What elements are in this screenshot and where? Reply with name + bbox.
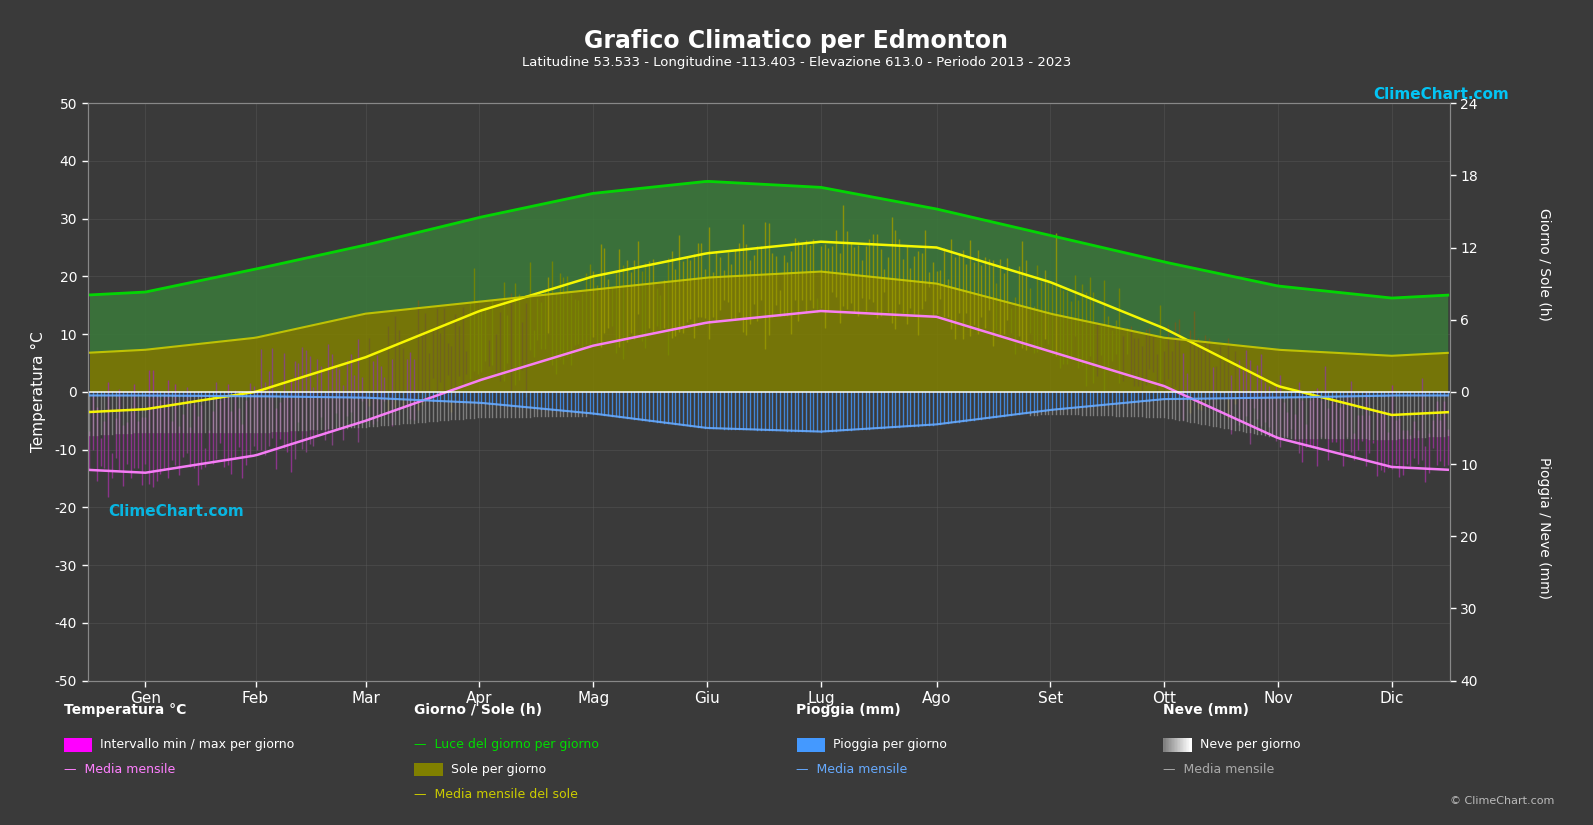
Text: —  Media mensile del sole: — Media mensile del sole bbox=[414, 788, 578, 801]
Text: —  Luce del giorno per giorno: — Luce del giorno per giorno bbox=[414, 738, 599, 752]
Text: —  Media mensile: — Media mensile bbox=[1163, 763, 1274, 776]
Text: Temperatura °C: Temperatura °C bbox=[64, 703, 186, 717]
Text: Pioggia per giorno: Pioggia per giorno bbox=[833, 738, 946, 752]
Text: Giorno / Sole (h): Giorno / Sole (h) bbox=[1537, 208, 1552, 320]
Text: Pioggia / Neve (mm): Pioggia / Neve (mm) bbox=[1537, 457, 1552, 599]
Text: ClimeChart.com: ClimeChart.com bbox=[108, 503, 244, 519]
Text: Latitudine 53.533 - Longitudine -113.403 - Elevazione 613.0 - Periodo 2013 - 202: Latitudine 53.533 - Longitudine -113.403… bbox=[523, 56, 1070, 69]
Text: ClimeChart.com: ClimeChart.com bbox=[1373, 87, 1509, 102]
Text: Neve (mm): Neve (mm) bbox=[1163, 703, 1249, 717]
Text: —  Media mensile: — Media mensile bbox=[796, 763, 908, 776]
Y-axis label: Temperatura °C: Temperatura °C bbox=[32, 332, 46, 452]
Text: Neve per giorno: Neve per giorno bbox=[1200, 738, 1300, 752]
Text: Pioggia (mm): Pioggia (mm) bbox=[796, 703, 902, 717]
Text: Intervallo min / max per giorno: Intervallo min / max per giorno bbox=[100, 738, 295, 752]
Text: —  Media mensile: — Media mensile bbox=[64, 763, 175, 776]
Text: Grafico Climatico per Edmonton: Grafico Climatico per Edmonton bbox=[585, 29, 1008, 53]
Text: Giorno / Sole (h): Giorno / Sole (h) bbox=[414, 703, 542, 717]
Text: © ClimeChart.com: © ClimeChart.com bbox=[1450, 796, 1555, 806]
Text: Sole per giorno: Sole per giorno bbox=[451, 763, 546, 776]
